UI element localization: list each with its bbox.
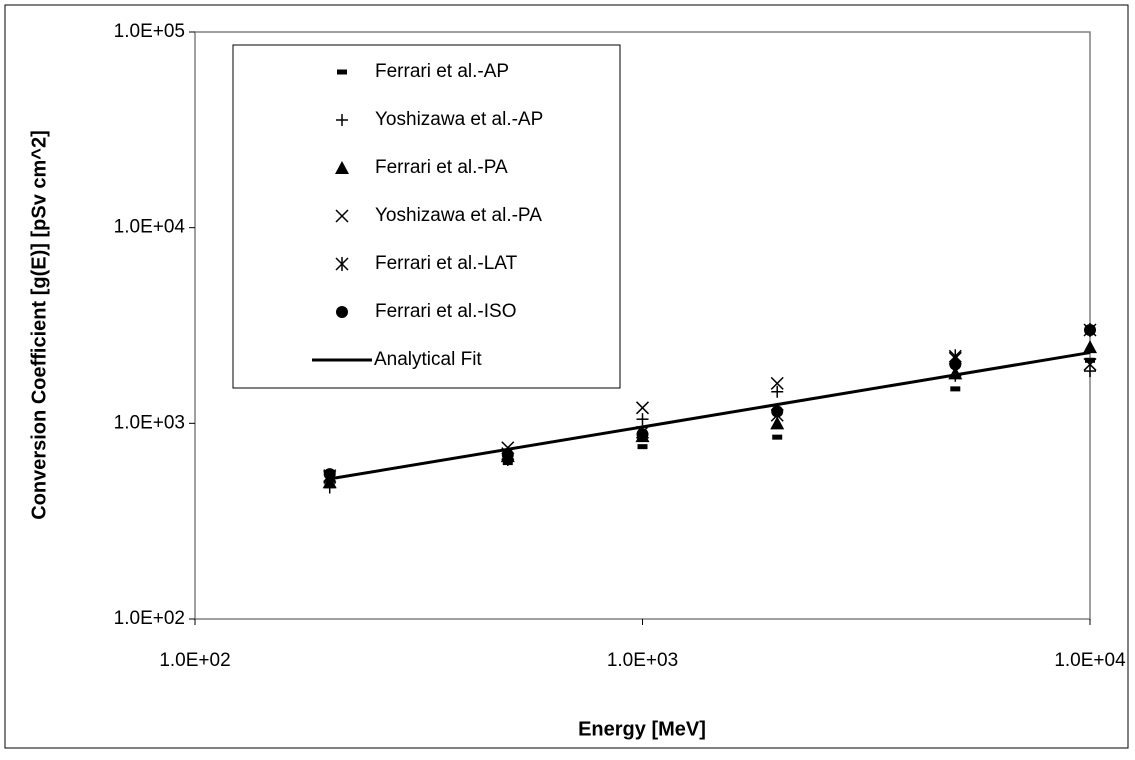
legend-label: Yoshizawa et al.-AP	[375, 109, 543, 130]
marker-shape	[1085, 357, 1095, 363]
legend-label: Analytical Fit	[374, 349, 482, 370]
marker-shape	[1084, 323, 1096, 336]
marker-triangle	[335, 161, 349, 174]
y-axis-label: Conversion Coefficient [g(E)] [pSv cm^2]	[28, 130, 50, 520]
marker-circle	[949, 358, 962, 371]
marker-x	[635, 401, 650, 415]
y-tick-label: 1.0E+03	[114, 412, 185, 433]
marker-plus	[636, 413, 649, 426]
marker-shape	[1083, 340, 1097, 354]
marker-dash	[637, 444, 648, 450]
legend-label: Ferrari et al.-ISO	[375, 301, 516, 322]
marker-stroke	[335, 209, 349, 223]
marker-stroke	[1083, 357, 1097, 371]
marker-dash	[772, 434, 783, 440]
legend-label: Yoshizawa et al.-PA	[375, 205, 542, 226]
marker-x	[1083, 357, 1097, 371]
marker-asterisk	[335, 257, 349, 271]
y-tick-label: 1.0E+05	[114, 21, 185, 42]
marker-shape	[336, 306, 348, 318]
marker-shape	[637, 444, 648, 450]
marker-shape	[772, 434, 783, 440]
marker-x	[770, 376, 784, 390]
marker-shape	[335, 161, 349, 174]
marker-dash	[1085, 357, 1095, 363]
marker-stroke	[770, 376, 784, 390]
marker-shape	[636, 428, 649, 441]
marker-shape	[770, 416, 785, 430]
marker-circle	[636, 428, 649, 441]
marker-plus	[336, 114, 348, 126]
marker-stroke	[635, 401, 650, 415]
marker-shape	[950, 386, 961, 392]
legend-label: Ferrari et al.-AP	[375, 61, 509, 82]
x-tick-label: 1.0E+04	[1054, 650, 1126, 671]
marker-circle	[1084, 323, 1096, 336]
x-tick-label: 1.0E+02	[159, 650, 230, 671]
marker-circle	[771, 405, 784, 418]
marker-triangle	[1083, 340, 1097, 354]
marker-x	[335, 209, 349, 223]
marker-shape	[949, 358, 962, 371]
legend-box	[232, 44, 621, 389]
marker-dash	[337, 69, 347, 75]
y-tick-label: 1.0E+04	[114, 217, 186, 238]
legend-label: Ferrari et al.-LAT	[375, 253, 518, 274]
marker-circle	[336, 306, 348, 318]
x-tick-label: 1.0E+03	[607, 650, 678, 671]
marker-shape	[501, 448, 514, 461]
fit-line	[329, 351, 1091, 481]
marker-plus	[771, 385, 784, 398]
x-axis-label: Energy [MeV]	[578, 718, 706, 740]
marker-dash	[950, 386, 961, 392]
legend-label: Ferrari et al.-PA	[375, 157, 508, 178]
marker-plus	[1084, 365, 1096, 378]
y-tick-label: 1.0E+02	[114, 608, 185, 629]
marker-shape	[771, 405, 784, 418]
marker-circle	[501, 448, 514, 461]
marker-triangle	[770, 416, 785, 430]
marker-shape	[337, 69, 347, 75]
